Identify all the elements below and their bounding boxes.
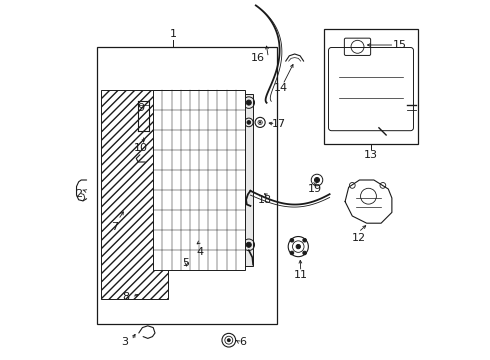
Text: 1: 1 [170,29,176,39]
Text: 18: 18 [258,195,272,205]
Circle shape [227,339,230,342]
Text: 15: 15 [393,40,407,50]
Circle shape [290,251,294,255]
Text: 3: 3 [121,337,128,347]
Circle shape [246,242,251,247]
Text: 12: 12 [351,233,366,243]
Text: 19: 19 [308,184,322,194]
Text: 14: 14 [274,83,288,93]
Text: 11: 11 [294,270,308,280]
Text: 17: 17 [272,119,286,129]
Circle shape [150,255,155,260]
Text: 13: 13 [364,150,378,160]
Circle shape [150,100,155,105]
Circle shape [141,147,146,152]
Circle shape [185,256,188,259]
Circle shape [194,248,199,253]
Text: 9: 9 [137,103,144,113]
Circle shape [303,238,306,242]
Text: 16: 16 [250,53,265,63]
Bar [153,90,245,270]
Text: 4: 4 [196,247,203,257]
Circle shape [259,122,261,123]
Bar [149,94,156,266]
Circle shape [145,291,149,296]
Circle shape [296,244,300,249]
Circle shape [303,251,306,255]
Circle shape [246,100,251,105]
Text: 8: 8 [122,292,130,302]
Circle shape [247,121,250,124]
Bar [245,94,253,266]
Text: 6: 6 [239,337,246,347]
Text: 5: 5 [182,258,189,268]
Bar [101,90,168,299]
Text: 2: 2 [75,189,82,199]
Bar [98,47,277,324]
Bar [324,29,418,144]
Circle shape [315,177,319,183]
Circle shape [290,238,294,242]
Text: 10: 10 [134,143,147,153]
Text: 7: 7 [111,222,118,232]
